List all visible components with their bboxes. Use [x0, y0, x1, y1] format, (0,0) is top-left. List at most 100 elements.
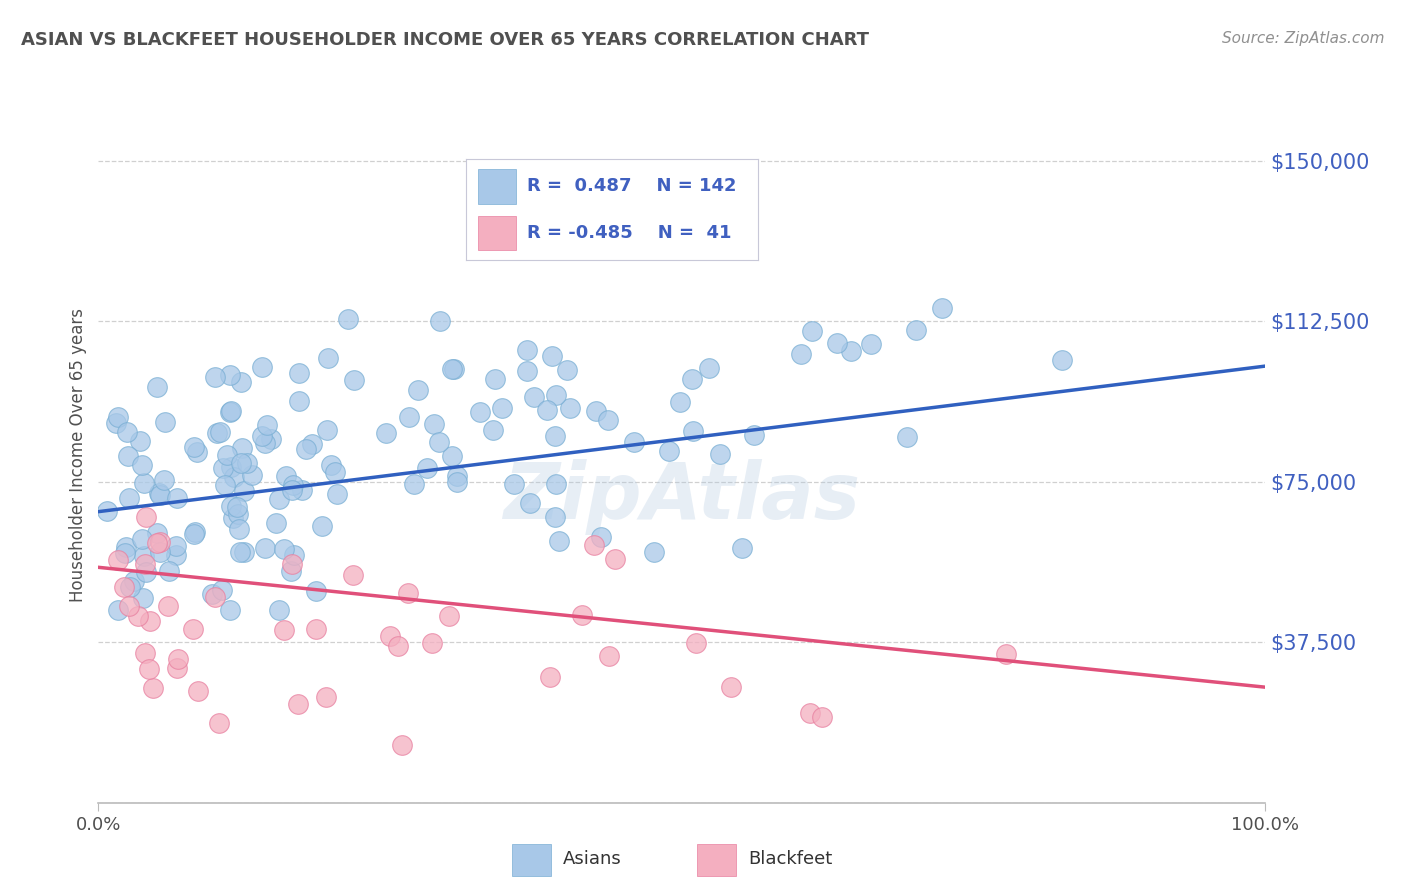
Point — [1050, 352, 1073, 367]
Point — [157, 564, 180, 578]
Point — [446, 475, 468, 490]
Point — [896, 430, 918, 444]
Point — [233, 484, 256, 499]
Point — [228, 522, 250, 536]
Point — [148, 485, 170, 500]
Point — [305, 583, 328, 598]
Point — [281, 483, 304, 497]
Point — [112, 580, 135, 594]
Text: R =  0.487    N = 142: R = 0.487 N = 142 — [527, 178, 737, 195]
Point — [267, 492, 290, 507]
Point — [236, 457, 259, 471]
Point — [516, 364, 538, 378]
Point — [323, 466, 346, 480]
Point — [342, 568, 364, 582]
Point — [183, 526, 205, 541]
Point — [548, 533, 571, 548]
Point — [107, 552, 129, 566]
Point — [115, 425, 138, 440]
Point — [555, 362, 578, 376]
Point — [165, 539, 187, 553]
Point — [281, 558, 304, 572]
Point — [799, 706, 821, 720]
Point — [273, 541, 295, 556]
Point — [598, 648, 620, 663]
Point — [623, 435, 645, 450]
Point — [229, 545, 252, 559]
Point — [288, 367, 311, 381]
Point — [440, 362, 463, 376]
Point — [396, 586, 419, 600]
Point — [280, 564, 302, 578]
Point — [585, 403, 607, 417]
Point — [443, 362, 465, 376]
Point — [117, 450, 139, 464]
Point — [839, 344, 862, 359]
Point — [291, 483, 314, 498]
Point — [315, 690, 337, 705]
Point — [134, 475, 156, 490]
Point — [231, 375, 253, 389]
Point — [560, 401, 582, 416]
Point — [502, 477, 524, 491]
Point — [536, 403, 558, 417]
Point — [709, 447, 731, 461]
Y-axis label: Householder Income Over 65 years: Householder Income Over 65 years — [69, 308, 87, 602]
Point — [811, 710, 834, 724]
Point — [281, 478, 304, 492]
Point — [107, 603, 129, 617]
Point — [931, 301, 953, 316]
Point — [427, 435, 450, 450]
Point — [582, 538, 605, 552]
Text: Asians: Asians — [562, 849, 621, 868]
Point — [253, 435, 276, 450]
Point — [132, 549, 155, 564]
Point — [233, 545, 256, 559]
Point — [294, 442, 316, 456]
Point — [789, 347, 811, 361]
Point — [135, 565, 157, 579]
Point — [219, 603, 242, 617]
Point — [217, 449, 239, 463]
Point — [319, 458, 342, 472]
Point — [859, 336, 882, 351]
Point — [440, 449, 463, 463]
Point — [336, 312, 359, 326]
Point — [211, 583, 233, 598]
Point — [204, 369, 226, 384]
Point — [544, 509, 567, 524]
Point — [129, 434, 152, 448]
Point — [252, 429, 274, 443]
Bar — [478, 216, 516, 250]
Point — [208, 425, 231, 439]
Point — [491, 401, 513, 415]
Point — [115, 541, 138, 555]
Point — [256, 417, 278, 432]
Point — [571, 608, 593, 623]
Point — [429, 314, 451, 328]
Point — [135, 509, 157, 524]
Point — [127, 609, 149, 624]
Point — [596, 413, 619, 427]
Text: ZipAtlas: ZipAtlas — [503, 458, 860, 534]
Point — [643, 545, 665, 559]
Point — [742, 428, 765, 442]
Point — [669, 394, 692, 409]
Point — [254, 541, 277, 556]
Point — [387, 639, 409, 653]
Point — [269, 603, 291, 617]
Point — [131, 533, 153, 547]
Point — [207, 426, 229, 441]
Point — [589, 530, 612, 544]
Point — [326, 487, 349, 501]
Point — [226, 500, 249, 514]
Point — [523, 390, 546, 404]
Point — [219, 499, 242, 513]
Point — [519, 496, 541, 510]
Point — [287, 697, 309, 711]
Point — [166, 491, 188, 505]
Point — [316, 351, 339, 366]
Point — [439, 609, 461, 624]
Point — [134, 646, 156, 660]
Point — [301, 437, 323, 451]
